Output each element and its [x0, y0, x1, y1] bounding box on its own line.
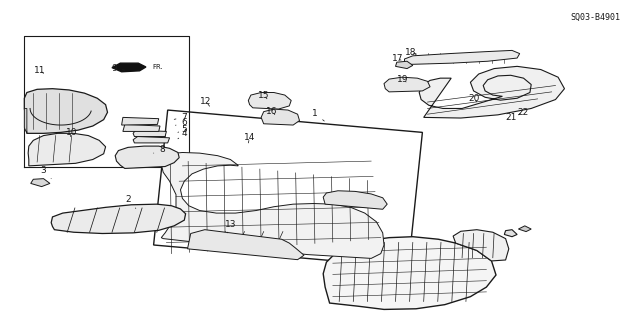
- Polygon shape: [518, 226, 531, 232]
- Polygon shape: [112, 63, 146, 72]
- Text: 15: 15: [258, 91, 269, 100]
- Text: 19: 19: [397, 75, 409, 84]
- Polygon shape: [396, 61, 413, 69]
- Text: FR.: FR.: [152, 64, 163, 70]
- Polygon shape: [24, 108, 27, 133]
- Text: 7: 7: [174, 113, 187, 122]
- Text: 20: 20: [468, 94, 479, 103]
- Text: 12: 12: [200, 97, 212, 106]
- Text: SQ03-B4901: SQ03-B4901: [571, 13, 621, 22]
- Polygon shape: [28, 133, 106, 166]
- Polygon shape: [161, 152, 384, 258]
- Polygon shape: [404, 50, 520, 64]
- Text: 8: 8: [154, 145, 164, 154]
- Text: 18: 18: [405, 48, 417, 57]
- Polygon shape: [51, 204, 186, 234]
- Polygon shape: [261, 109, 300, 125]
- Text: 14: 14: [244, 133, 255, 143]
- Polygon shape: [123, 124, 160, 131]
- Text: 4: 4: [178, 130, 187, 139]
- Text: 5: 5: [178, 125, 187, 134]
- Polygon shape: [133, 130, 166, 137]
- Text: 17: 17: [392, 54, 404, 63]
- Text: 13: 13: [225, 220, 236, 233]
- Text: 6: 6: [175, 118, 187, 127]
- Polygon shape: [154, 110, 422, 267]
- Text: 9: 9: [111, 64, 125, 73]
- Text: 22: 22: [517, 108, 529, 117]
- Text: 11: 11: [34, 66, 45, 75]
- Polygon shape: [122, 117, 159, 125]
- Polygon shape: [384, 77, 430, 92]
- Text: 10: 10: [66, 128, 77, 137]
- Text: 2: 2: [125, 195, 136, 208]
- Polygon shape: [115, 146, 179, 168]
- Polygon shape: [323, 237, 496, 309]
- Polygon shape: [188, 230, 304, 260]
- Text: 1: 1: [312, 109, 324, 121]
- Polygon shape: [453, 230, 509, 261]
- Polygon shape: [24, 89, 108, 133]
- Text: 3: 3: [41, 166, 51, 179]
- Polygon shape: [31, 179, 50, 187]
- Text: 21: 21: [505, 113, 516, 122]
- Polygon shape: [419, 66, 564, 118]
- Text: 16: 16: [266, 107, 278, 115]
- Polygon shape: [323, 191, 387, 209]
- Polygon shape: [248, 93, 291, 109]
- Polygon shape: [133, 137, 170, 143]
- Polygon shape: [504, 230, 517, 237]
